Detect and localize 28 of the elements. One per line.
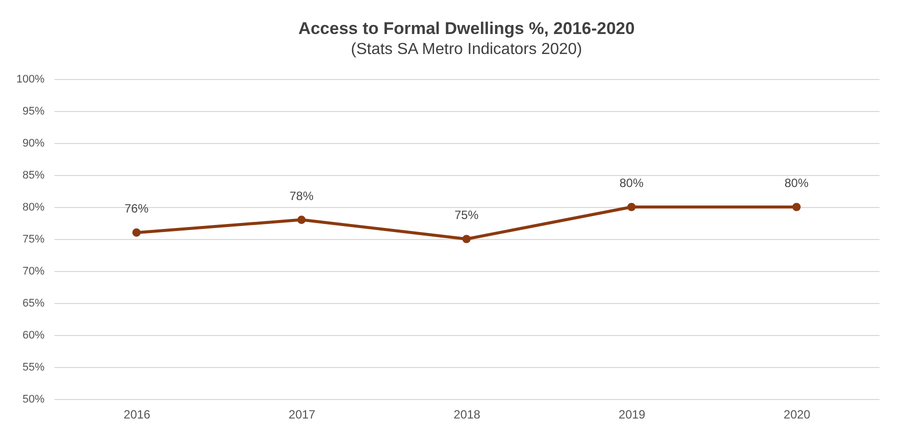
point [627,202,636,212]
y-tick-label: 70% [22,266,45,278]
y-tick-label: 85% [22,170,45,182]
y-tick-label: 80% [22,202,45,214]
point [462,234,471,244]
y-tick-label: 60% [22,330,45,342]
y-tick-label: 90% [22,138,45,150]
x-tick-label: 2017 [288,408,316,422]
y-tick-label: 65% [22,298,45,310]
point [132,228,141,237]
x-tick-label: 2019 [618,408,646,422]
point [297,216,306,224]
y-tick-label: 95% [22,106,45,118]
text: 76% [124,202,149,216]
point [792,202,801,212]
text: 78% [289,188,314,203]
y-tick-label: 75% [22,234,45,246]
y-tick-label: 55% [22,362,45,374]
text: 80% [619,176,644,190]
text: 75% [454,208,479,222]
chart-subtitle: (Stats SA Metro Indicators 2020) [350,41,582,58]
x-tick-label: 2020 [784,408,811,422]
x-tick-label: 2016 [124,408,151,422]
text: 80% [784,176,809,190]
x-tick-label: 2018 [454,408,481,422]
chart-title: Access to Formal Dwellings %, 2016-2020 [298,19,635,38]
y-tick-label: 100% [16,74,45,86]
y-tick-label: 50% [22,394,45,406]
